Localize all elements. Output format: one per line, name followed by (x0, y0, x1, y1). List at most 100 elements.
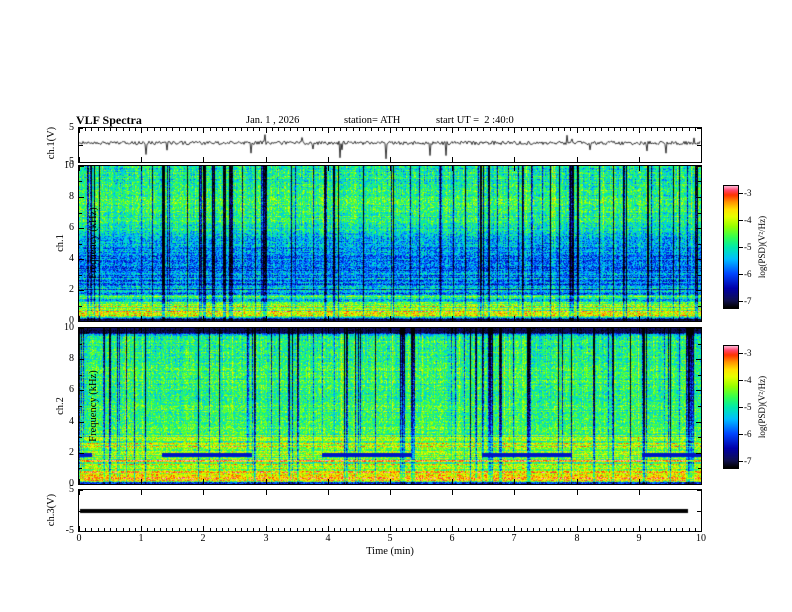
x-tick-label: 2 (200, 533, 206, 544)
x-tick-label: 6 (449, 533, 455, 544)
minor-tick-mark (396, 528, 397, 531)
x-tick-label: 10 (696, 533, 706, 544)
tick-mark (79, 316, 80, 321)
tick-mark (514, 526, 515, 531)
tick-mark (514, 128, 515, 133)
minor-tick-mark (278, 528, 279, 531)
tick-mark (701, 479, 702, 484)
minor-tick-mark (595, 128, 596, 131)
tick-mark (79, 328, 80, 333)
minor-tick-mark (645, 528, 646, 531)
minor-tick-mark (172, 528, 173, 531)
tick-mark (266, 526, 267, 531)
colorbar-tick-mark (739, 220, 743, 221)
minor-tick-mark (508, 128, 509, 131)
x-tick-label: 9 (636, 533, 642, 544)
tick-mark (577, 490, 578, 495)
minor-tick-mark (583, 128, 584, 131)
minor-tick-mark (340, 128, 341, 131)
minor-tick-mark (104, 128, 105, 131)
minor-tick-mark (160, 528, 161, 531)
y-tick-label: 0 (69, 478, 74, 489)
minor-tick-mark (415, 128, 416, 131)
tick-mark (141, 479, 142, 484)
minor-tick-mark (191, 128, 192, 131)
tick-mark (514, 157, 515, 162)
ch2-frequency-axis-unit: Frequency (kHz) (88, 370, 99, 442)
ch1-waveform-panel (78, 127, 702, 163)
plot-title: VLF Spectra (76, 113, 142, 127)
minor-tick-mark (471, 528, 472, 531)
minor-tick-mark (601, 128, 602, 131)
tick-mark (696, 228, 701, 229)
minor-tick-mark (564, 128, 565, 131)
minor-tick-mark (440, 128, 441, 131)
tick-mark (698, 244, 701, 245)
y-tick-label: -5 (65, 525, 74, 536)
minor-tick-mark (421, 528, 422, 531)
colorbar-tick-label: -6 (744, 429, 752, 439)
tick-mark (79, 181, 82, 182)
tick-mark (639, 526, 640, 531)
tick-mark (698, 468, 701, 469)
minor-tick-mark (645, 128, 646, 131)
minor-tick-mark (222, 528, 223, 531)
tick-mark (698, 275, 701, 276)
colorbar-tick-label: -4 (744, 215, 752, 225)
minor-tick-mark (434, 528, 435, 531)
minor-tick-mark (297, 128, 298, 131)
tick-mark (79, 228, 84, 229)
x-tick-label: 1 (138, 533, 144, 544)
minor-tick-mark (477, 528, 478, 531)
ch1-waveform-canvas (79, 128, 701, 162)
tick-mark (328, 316, 329, 321)
minor-tick-mark (490, 128, 491, 131)
tick-mark (203, 316, 204, 321)
ch2-spectrogram-panel (78, 327, 702, 485)
y-tick-label: 8 (69, 353, 74, 364)
tick-mark (79, 490, 83, 491)
minor-tick-mark (471, 128, 472, 131)
tick-mark (577, 166, 578, 171)
tick-mark (698, 375, 701, 376)
tick-mark (328, 328, 329, 333)
x-axis-label: Time (min) (366, 546, 414, 557)
minor-tick-mark (222, 128, 223, 131)
minor-tick-mark (626, 528, 627, 531)
tick-mark (452, 157, 453, 162)
minor-tick-mark (483, 128, 484, 131)
tick-mark (390, 479, 391, 484)
minor-tick-mark (334, 528, 335, 531)
minor-tick-mark (197, 528, 198, 531)
minor-tick-mark (365, 528, 366, 531)
tick-mark (577, 526, 578, 531)
minor-tick-mark (458, 128, 459, 131)
ch2-frequency-axis-label: ch.2 Frequency (kHz) (33, 331, 99, 481)
minor-tick-mark (303, 528, 304, 531)
minor-tick-mark (490, 528, 491, 531)
tick-mark (328, 490, 329, 495)
tick-mark (390, 316, 391, 321)
minor-tick-mark (533, 528, 534, 531)
minor-tick-mark (85, 128, 86, 131)
minor-tick-mark (676, 528, 677, 531)
minor-tick-mark (465, 128, 466, 131)
minor-tick-mark (552, 528, 553, 531)
minor-tick-mark (465, 528, 466, 531)
tick-mark (639, 157, 640, 162)
minor-tick-mark (135, 128, 136, 131)
minor-tick-mark (496, 528, 497, 531)
tick-mark (390, 328, 391, 333)
minor-tick-mark (521, 128, 522, 131)
tick-mark (698, 181, 701, 182)
x-tick-label: 0 (76, 533, 82, 544)
minor-tick-mark (595, 528, 596, 531)
colorbar-ch2-canvas (724, 346, 738, 468)
tick-mark (452, 526, 453, 531)
tick-mark (639, 328, 640, 333)
tick-mark (328, 479, 329, 484)
minor-tick-mark (651, 528, 652, 531)
tick-mark (79, 162, 83, 163)
colorbar-tick-label: -3 (744, 348, 752, 358)
minor-tick-mark (695, 528, 696, 531)
